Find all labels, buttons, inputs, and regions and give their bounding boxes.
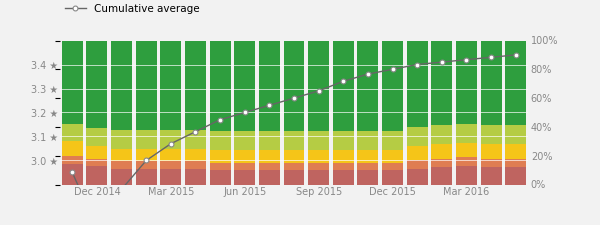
Bar [284, 131, 304, 150]
Bar [259, 131, 280, 150]
Bar [284, 150, 304, 163]
Bar [111, 130, 132, 148]
Bar [86, 146, 107, 159]
Bar [358, 150, 379, 163]
Bar [358, 163, 379, 170]
Bar [407, 169, 428, 184]
Bar [234, 40, 255, 131]
Bar [358, 131, 379, 150]
Bar [505, 144, 526, 159]
Bar [86, 166, 107, 184]
Bar [111, 148, 132, 162]
Bar [456, 157, 477, 166]
Bar [259, 170, 280, 184]
Bar [136, 148, 157, 162]
Bar [456, 40, 477, 124]
Bar [505, 126, 526, 144]
Bar [333, 131, 354, 150]
Bar [431, 40, 452, 126]
Bar [456, 124, 477, 143]
Bar [407, 146, 428, 160]
Bar [185, 148, 206, 162]
Bar [136, 169, 157, 184]
Bar [505, 167, 526, 184]
Bar [136, 40, 157, 130]
Bar [234, 131, 255, 150]
Bar [333, 170, 354, 184]
Bar [62, 164, 83, 184]
Bar [333, 40, 354, 131]
Bar [358, 40, 379, 131]
Bar [111, 40, 132, 130]
Bar [259, 40, 280, 131]
Bar [308, 40, 329, 131]
Bar [185, 130, 206, 148]
Bar [382, 40, 403, 131]
Bar [382, 150, 403, 163]
Bar [333, 150, 354, 163]
Bar [308, 150, 329, 163]
Bar [456, 166, 477, 184]
Bar [431, 144, 452, 159]
Bar [481, 144, 502, 159]
Bar [284, 170, 304, 184]
Bar [86, 128, 107, 146]
Bar [407, 127, 428, 146]
Bar [111, 169, 132, 184]
Bar [160, 169, 181, 184]
Bar [62, 124, 83, 141]
Bar [382, 163, 403, 170]
Bar [209, 131, 230, 150]
Bar [431, 159, 452, 167]
Bar [308, 131, 329, 150]
Bar [308, 163, 329, 170]
Bar [505, 159, 526, 167]
Bar [431, 167, 452, 184]
Bar [407, 40, 428, 127]
Bar [259, 150, 280, 163]
Bar [185, 40, 206, 130]
Bar [382, 170, 403, 184]
Bar [431, 126, 452, 144]
Bar [284, 40, 304, 131]
Bar [185, 169, 206, 184]
Bar [160, 40, 181, 130]
Bar [185, 162, 206, 169]
Bar [358, 170, 379, 184]
Bar [234, 163, 255, 170]
Legend: Cumulative average: Cumulative average [61, 0, 203, 18]
Bar [308, 170, 329, 184]
Bar [62, 141, 83, 156]
Bar [382, 131, 403, 150]
Bar [234, 170, 255, 184]
Bar [407, 160, 428, 169]
Bar [481, 159, 502, 167]
Bar [62, 156, 83, 164]
Bar [209, 150, 230, 163]
Bar [160, 130, 181, 148]
Bar [481, 126, 502, 144]
Bar [160, 148, 181, 162]
Bar [481, 167, 502, 184]
Bar [136, 162, 157, 169]
Bar [86, 40, 107, 128]
Bar [505, 40, 526, 126]
Bar [160, 162, 181, 169]
Bar [481, 40, 502, 126]
Bar [86, 159, 107, 166]
Bar [209, 163, 230, 170]
Bar [456, 143, 477, 157]
Bar [259, 163, 280, 170]
Bar [111, 162, 132, 169]
Bar [62, 40, 83, 124]
Bar [234, 150, 255, 163]
Bar [333, 163, 354, 170]
Bar [209, 40, 230, 131]
Bar [209, 170, 230, 184]
Bar [136, 130, 157, 148]
Bar [284, 163, 304, 170]
